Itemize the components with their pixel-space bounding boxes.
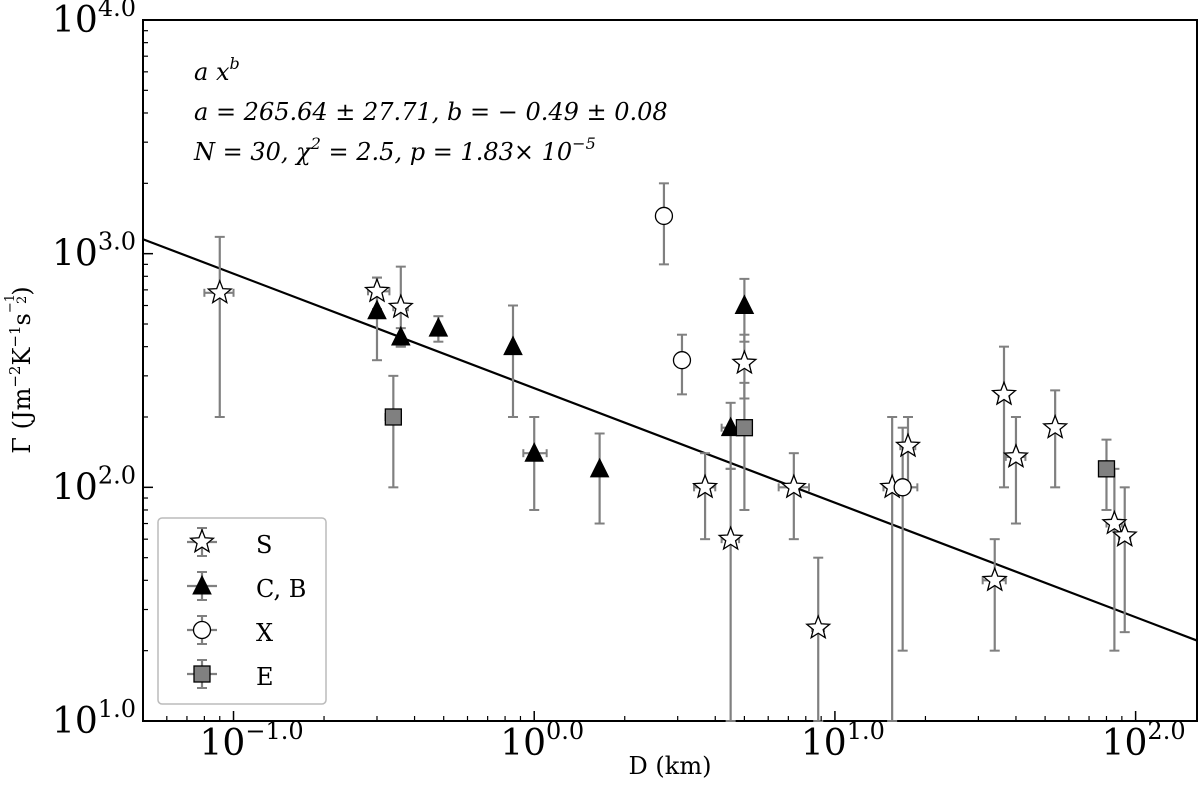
data-point-triangle: [589, 457, 610, 478]
errorbar-layer: [203, 182, 1132, 722]
y-tick-label: 104.0: [52, 0, 136, 41]
data-point-triangle: [524, 442, 545, 462]
x-tick-base: 10: [200, 723, 246, 764]
legend-marker-circle: [192, 620, 212, 640]
data-point-star: [363, 277, 391, 303]
legend-label-cb: C, B: [256, 575, 306, 603]
axis-ticks: 10−1.0 100.0 101.0 102.0101.0102.0103.0104.…: [52, 0, 1186, 764]
data-point-star: [894, 432, 922, 458]
legend-marker-star: [188, 528, 216, 554]
y-label-close: ): [8, 286, 36, 295]
y-tick-label: 103.0: [52, 228, 136, 275]
annotation-line3-exp2: −5: [572, 134, 596, 153]
y-label-s: s: [8, 313, 36, 325]
legend-marker-square: [193, 665, 211, 683]
data-point-star: [691, 473, 719, 499]
fit-line: [142, 238, 1198, 642]
data-point-star: [780, 473, 807, 499]
legend-label-s: S: [256, 531, 272, 559]
data-point-triangle: [503, 335, 523, 356]
legend-label-x: X: [256, 619, 273, 647]
y-tick-exp: 3.0: [98, 228, 136, 256]
y-label-units: (Jm: [8, 387, 36, 429]
data-point-triangle: [720, 416, 741, 437]
y-label-k: K: [8, 347, 36, 366]
y-tick-base: 10: [52, 467, 98, 508]
data-point-star: [1101, 509, 1128, 535]
legend: S C, B X E: [157, 517, 327, 705]
y-label-symbol: Γ: [8, 437, 36, 454]
x-tick-label: 10−1.0: [200, 717, 304, 764]
fit-line-layer: [142, 238, 1198, 642]
y-label-exp3-den: 2: [15, 296, 30, 304]
y-label-exp3: −1: [3, 294, 18, 313]
data-point-star: [1002, 443, 1030, 469]
x-tick-exp: 0.0: [546, 717, 584, 745]
y-tick-exp: 2.0: [98, 461, 136, 489]
annotation-line3-base: N = 30, χ: [193, 138, 312, 166]
annotation-line3: N = 30, χ2 = 2.5, p = 1.83× 10−5: [193, 134, 596, 166]
annotation-line1: a xb: [194, 54, 240, 86]
data-point-circle: [672, 351, 692, 370]
data-point-triangle: [367, 299, 387, 320]
annotation-line2: a = 265.64 ± 27.71, b = − 0.49 ± 0.08: [194, 98, 668, 126]
data-point-star: [1042, 413, 1069, 439]
data-point-star: [731, 349, 758, 375]
data-point-star: [990, 380, 1018, 406]
x-tick-label: 100.0: [500, 717, 584, 764]
legend-markers: [187, 527, 217, 689]
data-point-star: [387, 293, 414, 319]
y-axis-label: Γ (Jm−2K−1s−12): [3, 286, 36, 453]
annotation-line1-base: a x: [194, 58, 230, 86]
annotation-line1-exp: b: [229, 54, 239, 73]
data-point-square: [384, 408, 402, 426]
x-tick-label: 102.0: [1102, 717, 1186, 764]
data-point-circle: [654, 206, 674, 226]
x-tick-exp: 1.0: [847, 717, 885, 745]
x-tick-base: 10: [1102, 723, 1148, 764]
y-label-exp1: −2: [6, 366, 24, 388]
x-tick-base: 10: [801, 723, 847, 764]
y-tick-base: 10: [52, 701, 98, 742]
y-tick-label: 101.0: [52, 695, 136, 742]
fit-annotation: a xb a = 265.64 ± 27.71, b = − 0.49 ± 0.…: [193, 54, 668, 166]
y-tick-label: 102.0: [52, 461, 136, 508]
y-tick-exp: 4.0: [98, 0, 136, 22]
annotation-line3-exp1: 2: [310, 134, 321, 153]
plot-frame: [142, 19, 1198, 722]
data-point-square: [1097, 460, 1116, 478]
data-point-circle: [893, 478, 912, 497]
annotation-line3-mid: = 2.5, p = 1.83× 10: [321, 138, 572, 166]
y-tick-base: 10: [52, 0, 98, 41]
marker-layer: [206, 206, 1138, 640]
legend-label-e: E: [256, 663, 274, 691]
y-tick-base: 10: [52, 234, 98, 275]
x-tick-label: 101.0: [801, 717, 885, 764]
data-point-triangle: [428, 317, 449, 337]
data-point-square: [735, 419, 754, 437]
data-point-star: [717, 525, 744, 551]
legend-marker-triangle: [192, 574, 212, 595]
x-tick-base: 10: [500, 723, 546, 764]
x-tick-exp: −1.0: [245, 717, 303, 745]
data-point-star: [981, 566, 1008, 592]
x-axis-label: D (km): [629, 752, 712, 780]
data-point-star: [1111, 522, 1138, 547]
data-point-triangle: [734, 294, 755, 315]
data-point-star: [206, 279, 233, 304]
y-tick-exp: 1.0: [98, 695, 136, 723]
legend-box: [157, 517, 327, 705]
data-point-triangle: [390, 325, 411, 346]
data-point-star: [805, 614, 832, 640]
x-tick-exp: 2.0: [1147, 717, 1185, 745]
y-label-exp2: −1: [6, 325, 24, 347]
